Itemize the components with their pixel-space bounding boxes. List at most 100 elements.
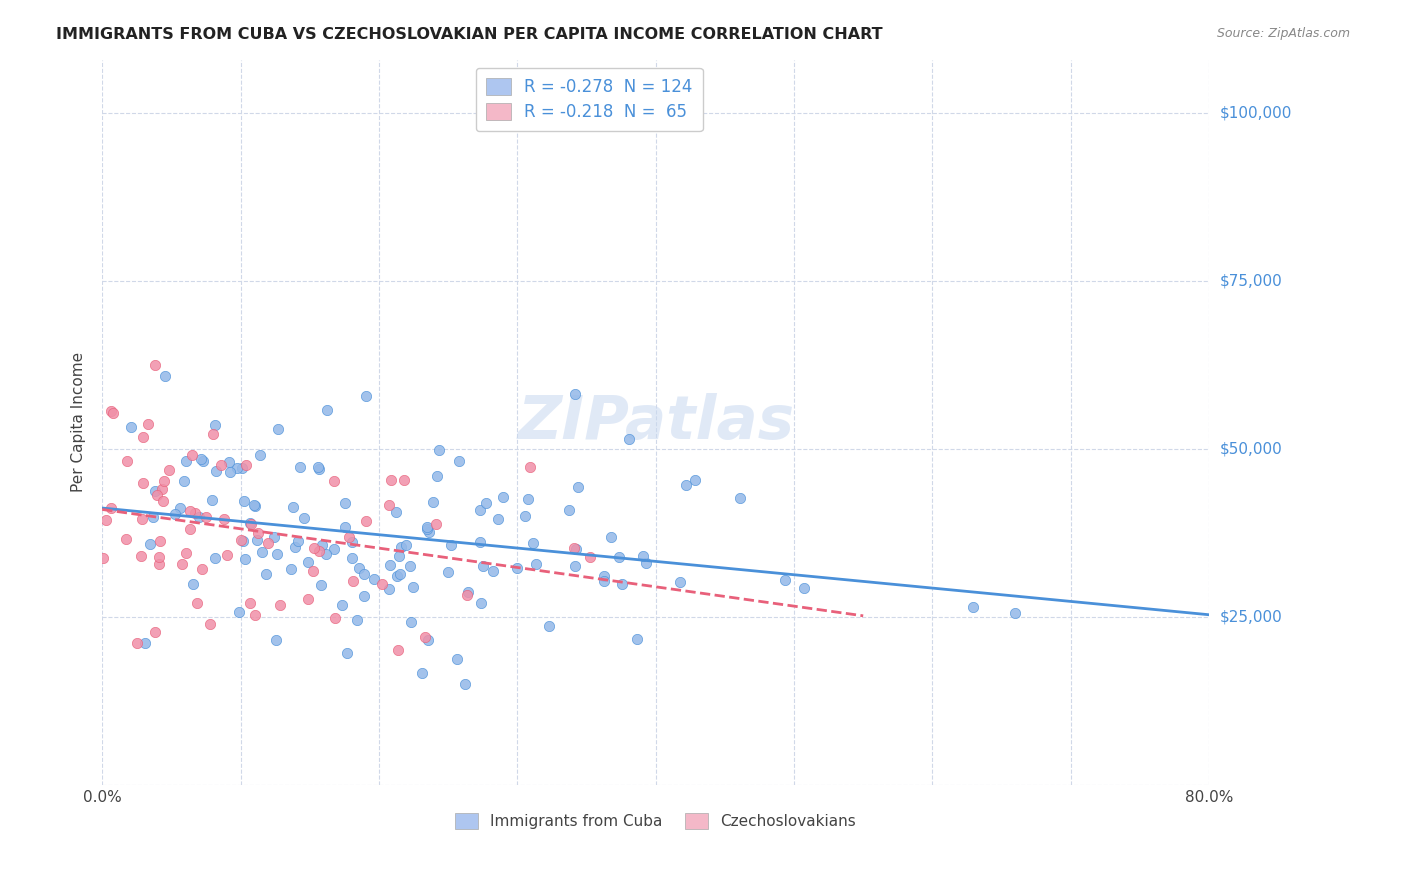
Immigrants from Cuba [190, 452, 212, 467]
Immigrants from Cuba [634, 556, 657, 570]
Immigrants from Cuba [524, 557, 547, 571]
Czechoslovakians [174, 545, 197, 559]
Czechoslovakians [214, 512, 236, 526]
Immigrants from Cuba [457, 585, 479, 599]
Immigrants from Cuba [335, 496, 357, 510]
Immigrants from Cuba [288, 460, 311, 475]
Immigrants from Cuba [232, 534, 254, 549]
Czechoslovakians [562, 541, 585, 555]
Czechoslovakians [456, 588, 478, 602]
Czechoslovakians [201, 427, 224, 442]
Immigrants from Cuba [633, 549, 655, 563]
Immigrants from Cuba [280, 562, 302, 576]
Czechoslovakians [181, 448, 204, 462]
Immigrants from Cuba [163, 507, 186, 521]
Czechoslovakians [132, 475, 155, 490]
Immigrants from Cuba [354, 389, 377, 403]
Czechoslovakians [371, 577, 394, 591]
Immigrants from Cuba [385, 505, 408, 519]
Immigrants from Cuba [246, 533, 269, 547]
Czechoslovakians [325, 611, 347, 625]
Czechoslovakians [198, 616, 221, 631]
Immigrants from Cuba [191, 454, 214, 468]
Immigrants from Cuba [522, 535, 544, 549]
Czechoslovakians [143, 625, 166, 640]
Immigrants from Cuba [395, 538, 418, 552]
Immigrants from Cuba [226, 460, 249, 475]
Immigrants from Cuba [486, 512, 509, 526]
Immigrants from Cuba [249, 448, 271, 462]
Immigrants from Cuba [309, 577, 332, 591]
Czechoslovakians [170, 557, 193, 571]
Czechoslovakians [342, 574, 364, 588]
Czechoslovakians [519, 460, 541, 475]
Immigrants from Cuba [120, 420, 142, 434]
Immigrants from Cuba [307, 459, 329, 474]
Czechoslovakians [129, 549, 152, 564]
Immigrants from Cuba [363, 572, 385, 586]
Immigrants from Cuba [600, 530, 623, 544]
Czechoslovakians [245, 607, 267, 622]
Immigrants from Cuba [134, 636, 156, 650]
Immigrants from Cuba [311, 538, 333, 552]
Immigrants from Cuba [401, 615, 423, 629]
Immigrants from Cuba [401, 581, 423, 595]
Immigrants from Cuba [1004, 607, 1026, 621]
Czechoslovakians [115, 532, 138, 546]
Czechoslovakians [354, 514, 377, 528]
Immigrants from Cuba [281, 500, 304, 515]
Text: IMMIGRANTS FROM CUBA VS CZECHOSLOVAKIAN PER CAPITA INCOME CORRELATION CHART: IMMIGRANTS FROM CUBA VS CZECHOSLOVAKIAN … [56, 27, 883, 42]
Immigrants from Cuba [669, 574, 692, 589]
Immigrants from Cuba [315, 547, 337, 561]
Immigrants from Cuba [174, 454, 197, 468]
Czechoslovakians [93, 551, 115, 566]
Immigrants from Cuba [333, 519, 356, 533]
Czechoslovakians [191, 562, 214, 576]
Immigrants from Cuba [353, 566, 375, 581]
Legend: Immigrants from Cuba, Czechoslovakians: Immigrants from Cuba, Czechoslovakians [449, 807, 862, 836]
Immigrants from Cuba [231, 461, 253, 475]
Immigrants from Cuba [475, 496, 498, 510]
Text: ZIPatlas: ZIPatlas [517, 392, 794, 452]
Czechoslovakians [235, 458, 257, 472]
Czechoslovakians [302, 541, 325, 555]
Czechoslovakians [425, 517, 447, 532]
Immigrants from Cuba [266, 547, 288, 561]
Immigrants from Cuba [437, 566, 460, 580]
Czechoslovakians [152, 482, 174, 496]
Immigrants from Cuba [468, 503, 491, 517]
Czechoslovakians [179, 504, 201, 518]
Immigrants from Cuba [626, 632, 648, 647]
Czechoslovakians [100, 404, 122, 418]
Immigrants from Cuba [239, 516, 262, 531]
Immigrants from Cuba [378, 558, 401, 572]
Czechoslovakians [157, 463, 180, 477]
Czechoslovakians [195, 509, 218, 524]
Immigrants from Cuba [330, 599, 353, 613]
Immigrants from Cuba [773, 573, 796, 587]
Czechoslovakians [184, 506, 207, 520]
Immigrants from Cuba [454, 677, 477, 691]
Czechoslovakians [152, 474, 174, 488]
Immigrants from Cuba [378, 582, 401, 597]
Immigrants from Cuba [385, 569, 408, 583]
Immigrants from Cuba [440, 537, 463, 551]
Czechoslovakians [215, 548, 238, 562]
Czechoslovakians [231, 533, 253, 547]
Immigrants from Cuba [416, 523, 439, 537]
Czechoslovakians [131, 512, 153, 526]
Czechoslovakians [152, 494, 174, 508]
Immigrants from Cuba [564, 558, 586, 573]
Immigrants from Cuba [564, 541, 586, 556]
Czechoslovakians [100, 500, 122, 515]
Text: $100,000: $100,000 [1220, 106, 1292, 120]
Immigrants from Cuba [169, 500, 191, 515]
Immigrants from Cuba [593, 574, 616, 588]
Y-axis label: Per Capita Income: Per Capita Income [72, 352, 86, 492]
Immigrants from Cuba [468, 534, 491, 549]
Immigrants from Cuba [284, 541, 307, 555]
Czechoslovakians [127, 635, 149, 649]
Immigrants from Cuba [143, 484, 166, 499]
Text: $25,000: $25,000 [1220, 609, 1282, 624]
Immigrants from Cuba [538, 619, 561, 633]
